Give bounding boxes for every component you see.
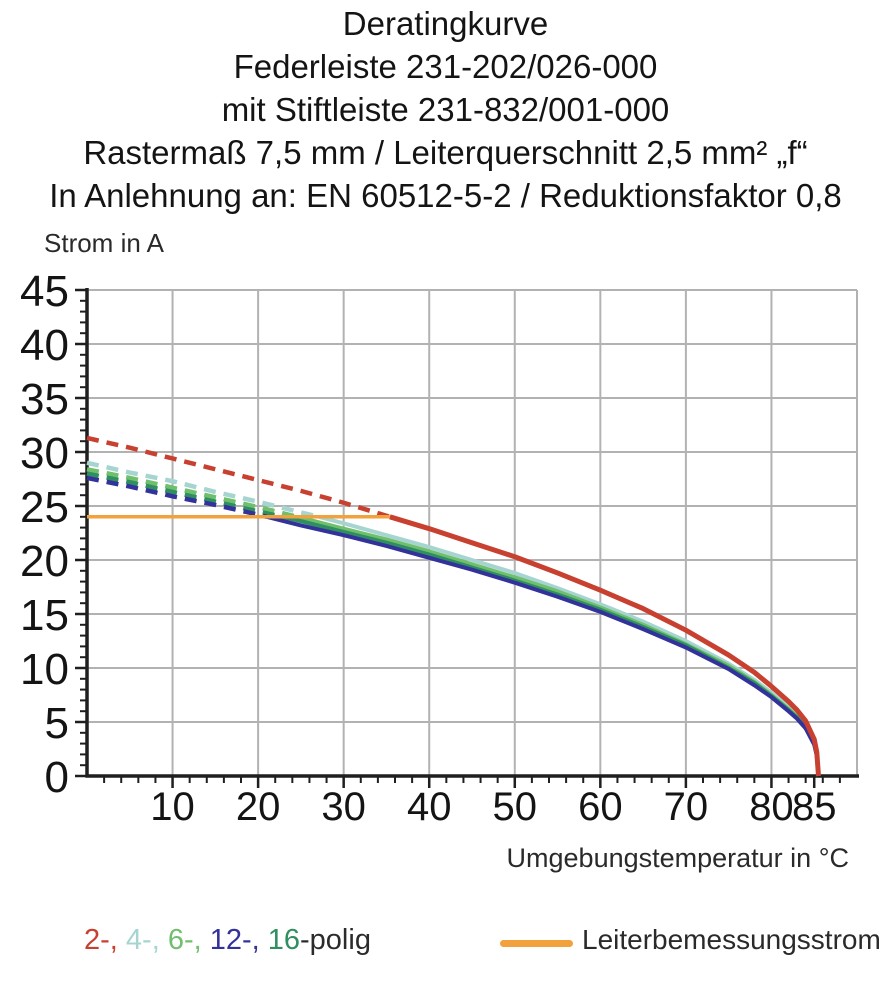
- y-tick-label-35: 35: [20, 375, 69, 424]
- x-tick-label-70: 70: [664, 785, 709, 829]
- legend: 2-, 4-, 6-, 12-, 16-polig Leiterbemessun…: [0, 924, 891, 974]
- title-line-1: Deratingkurve: [342, 5, 549, 42]
- legend-rated-line-swatch: [500, 940, 573, 947]
- y-axis-label: Strom in A: [44, 228, 164, 258]
- legend-poles: 2-, 4-, 6-, 12-, 16-polig: [84, 924, 371, 957]
- series-12-polig-dashed: [86, 475, 268, 519]
- x-tick-label-40: 40: [407, 785, 452, 829]
- series-2-polig-dashed: [86, 435, 391, 519]
- legend-pole-segment: 4-,: [125, 924, 168, 956]
- x-tick-label-85: 85: [792, 785, 837, 829]
- x-axis-label: Umgebungstemperatur in °C: [506, 843, 849, 873]
- x-tick-label-60: 60: [578, 785, 623, 829]
- legend-pole-segment: 6-,: [167, 924, 210, 956]
- title-line-2: Federleiste 231-202/026-000: [233, 48, 658, 85]
- x-tick-label-80: 80: [749, 785, 794, 829]
- legend-rated-label: Leiterbemessungsstrom: [582, 924, 881, 955]
- x-tick-label-30: 30: [321, 785, 366, 829]
- legend-pole-segment: 12-,: [209, 924, 268, 956]
- series-2-polig-solid: [389, 514, 821, 777]
- y-tick-label-5: 5: [45, 699, 69, 748]
- x-tick-label-10: 10: [150, 785, 195, 829]
- y-tick-label-20: 20: [20, 537, 69, 586]
- series-6-polig-dashed: [86, 467, 299, 519]
- x-tick-label-50: 50: [493, 785, 538, 829]
- legend-pole-segment: 2-,: [84, 924, 126, 956]
- y-tick-label-0: 0: [45, 753, 69, 802]
- series-12-polig-solid: [266, 514, 821, 777]
- series-16-polig-dashed: [86, 471, 283, 519]
- series-6-polig-solid: [296, 514, 821, 777]
- x-tick-label-20: 20: [236, 785, 281, 829]
- y-tick-label-10: 10: [20, 645, 69, 694]
- y-tick-label-40: 40: [20, 321, 69, 370]
- y-tick-label-25: 25: [20, 483, 69, 532]
- title-line-5: In Anlehnung an: EN 60512-5-2 / Reduktio…: [49, 177, 842, 214]
- title-line-4: Rastermaß 7,5 mm / Leiterquerschnitt 2,5…: [83, 134, 808, 171]
- legend-pole-segment: -polig: [300, 924, 371, 956]
- y-tick-label-15: 15: [20, 591, 69, 640]
- series-4-polig-solid: [318, 514, 821, 777]
- legend-pole-segment: 16: [267, 924, 301, 956]
- series-16-polig-solid: [281, 514, 821, 777]
- y-tick-label-45: 45: [20, 267, 69, 316]
- y-tick-label-30: 30: [20, 429, 69, 478]
- title-line-3: mit Stiftleiste 231-832/001-000: [221, 91, 670, 128]
- series-4-polig-dashed: [86, 460, 320, 519]
- chart-title-block: Deratingkurve Federleiste 231-202/026-00…: [0, 2, 891, 217]
